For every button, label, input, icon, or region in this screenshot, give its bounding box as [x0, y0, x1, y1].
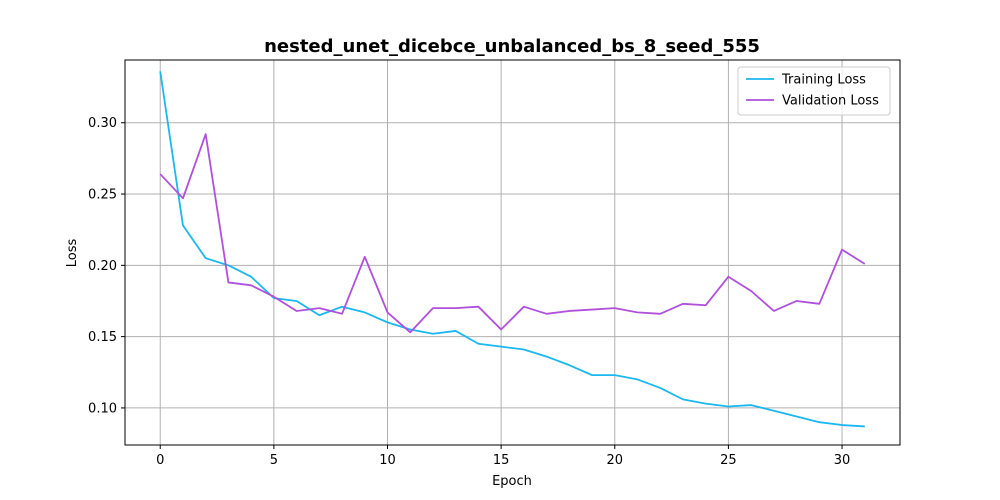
x-tick-label: 10 [379, 453, 396, 468]
legend-box [737, 66, 891, 116]
series-line-validation [159, 133, 866, 334]
x-tick-label: 30 [834, 453, 851, 468]
x-tick-label: 25 [720, 453, 737, 468]
x-tick-label: 0 [156, 453, 164, 468]
plot-frame [124, 59, 901, 446]
x-tick-label: 15 [493, 453, 510, 468]
y-tick-label: 0.10 [88, 401, 117, 416]
grid [125, 60, 900, 445]
series-line-training [159, 71, 865, 428]
x-axis-label: Epoch [492, 474, 532, 489]
x-tick-label: 5 [270, 453, 278, 468]
axis-ticks: 0 5 10 15 20 25 30 0.10 0.15 0.20 0.25 0.30 [88, 116, 850, 468]
y-tick-label: 0.30 [88, 116, 117, 131]
chart-title: nested_unet_dicebce_unbalanced_bs_8_seed… [264, 36, 760, 57]
y-axis-label: Loss [65, 239, 80, 268]
y-tick-label: 0.15 [88, 330, 117, 345]
legend-label: Validation Loss [782, 94, 879, 109]
legend-label: Training Loss [781, 73, 866, 88]
y-tick-label: 0.25 [88, 188, 117, 203]
series-lines [159, 71, 866, 428]
legend: Training Loss Validation Loss [737, 66, 891, 116]
x-tick-label: 20 [606, 453, 623, 468]
y-tick-label: 0.20 [88, 259, 117, 274]
